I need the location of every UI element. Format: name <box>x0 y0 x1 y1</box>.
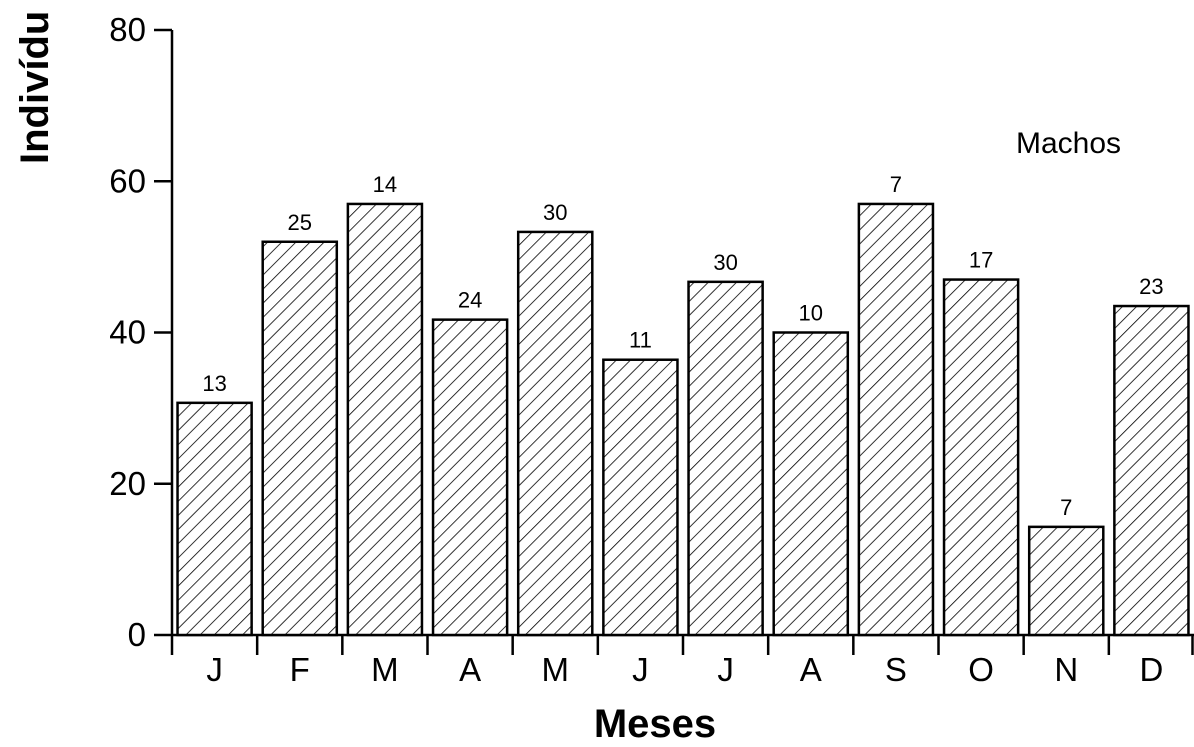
bars <box>176 202 1190 637</box>
y-tick-label: 20 <box>109 465 146 502</box>
x-tick-label: A <box>800 651 822 688</box>
data-labels: 13 25 14 24 30 11 30 10 7 17 7 23 <box>202 172 1163 520</box>
bar-data-label: 30 <box>543 200 567 225</box>
y-tick-label: 0 <box>128 616 146 653</box>
bar <box>687 280 764 637</box>
y-tick-label: 40 <box>109 314 146 351</box>
bar <box>1027 525 1105 637</box>
bar-data-label: 25 <box>288 210 312 235</box>
bar-data-label: 13 <box>202 371 226 396</box>
x-tick-label: N <box>1054 651 1078 688</box>
x-tick-label: A <box>459 651 481 688</box>
x-tick-label: M <box>371 651 399 688</box>
bar-data-label: 23 <box>1139 274 1163 299</box>
x-tick-label: J <box>632 651 649 688</box>
bar <box>942 278 1020 637</box>
x-axis-label: Meses <box>594 702 716 746</box>
bar <box>857 202 935 637</box>
bar <box>602 358 679 637</box>
bar-data-label: 17 <box>969 248 993 273</box>
x-tick-label: O <box>968 651 994 688</box>
x-tick-label: J <box>717 651 734 688</box>
x-tick-label: J <box>206 651 223 688</box>
x-tick-label: M <box>542 651 570 688</box>
x-tick-label: S <box>885 651 907 688</box>
bar <box>346 202 424 637</box>
bar <box>261 240 339 637</box>
bar <box>1113 304 1190 637</box>
bar-data-label: 7 <box>890 172 902 197</box>
bar-data-label: 14 <box>373 172 397 197</box>
bar <box>431 318 509 637</box>
x-tick-label: D <box>1139 651 1163 688</box>
y-axis: 0 20 40 60 80 <box>109 11 174 653</box>
y-tick-label: 60 <box>109 162 146 199</box>
y-tick-label: 80 <box>109 11 146 48</box>
bar <box>772 331 850 637</box>
bar <box>176 401 253 637</box>
series-annotation: Machos <box>1016 127 1121 160</box>
bar <box>516 230 594 637</box>
bar-data-label: 7 <box>1060 495 1072 520</box>
bar-data-label: 30 <box>713 250 737 275</box>
bar-data-label: 24 <box>458 288 482 313</box>
y-axis-label: Indivídu <box>13 11 57 164</box>
bar-data-label: 10 <box>799 301 823 326</box>
bar-data-label: 11 <box>629 328 652 353</box>
x-tick-label: F <box>290 651 310 688</box>
